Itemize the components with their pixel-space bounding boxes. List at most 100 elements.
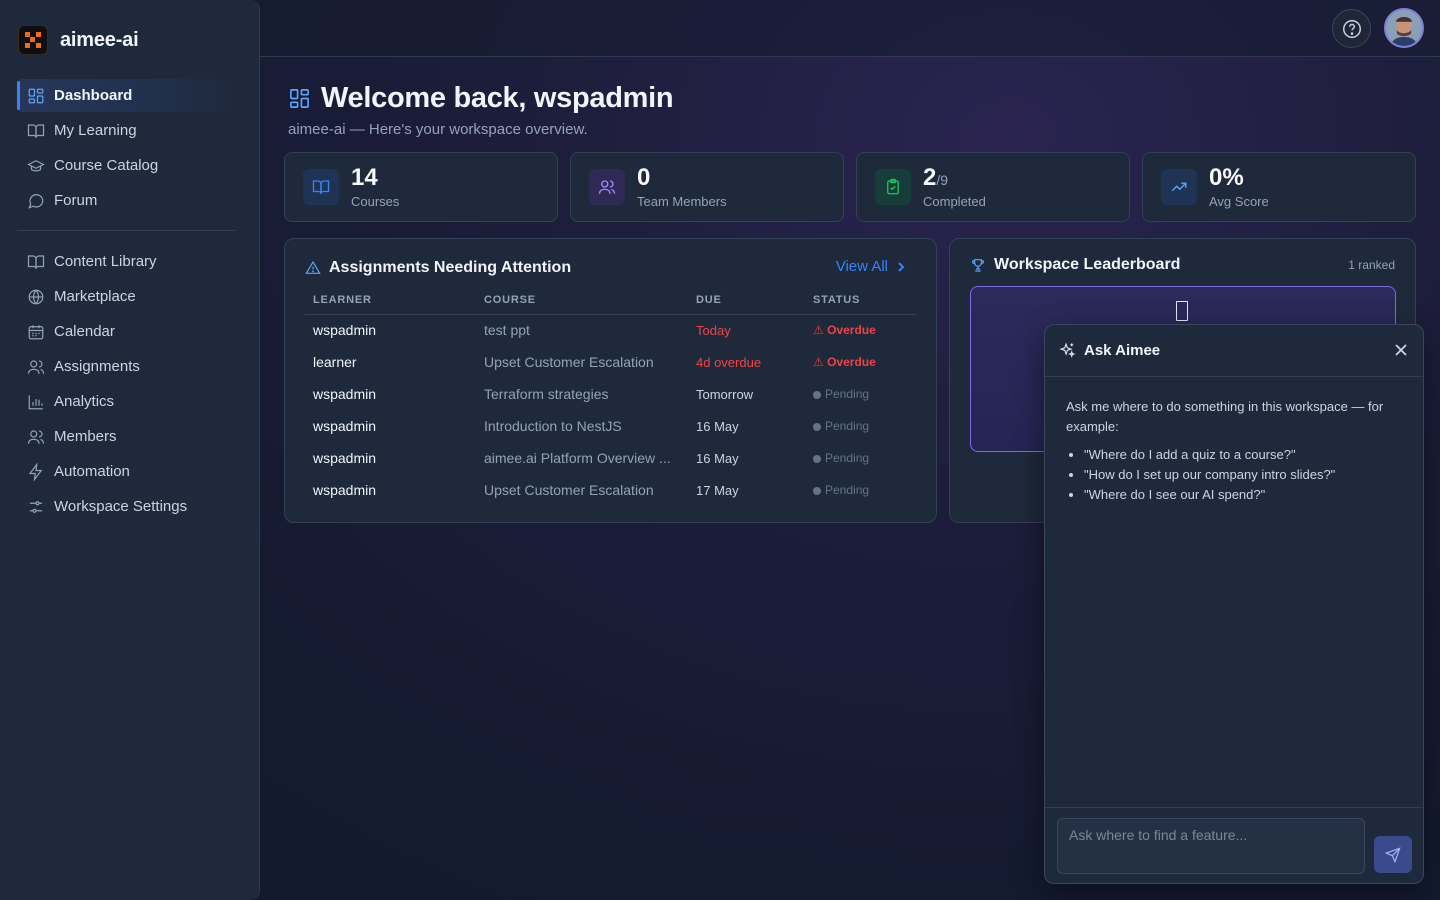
due-cell: 16 May [696,418,739,434]
example-item: "Where do I add a quiz to a course?" [1084,445,1406,465]
sidebar-item-forum[interactable]: Forum [17,184,235,217]
book-open-icon [27,123,45,138]
column-header[interactable]: STATUS [805,287,917,315]
learner-cell: wspadmin [313,450,377,466]
table-row[interactable]: wspadmin aimee.ai Platform Overview ... 16… [305,442,917,474]
page-subtitle: aimee-ai — Here's your workspace overvie… [288,121,588,138]
sidebar-item-automation[interactable]: Automation [17,455,235,488]
due-cell: Today [696,322,731,338]
ask-aimee-body: Ask me where to do something in this wor… [1066,397,1406,505]
chat-bubble-icon [28,193,44,209]
status-label: Pending [825,419,870,433]
topbar [260,0,1440,57]
table-row[interactable]: wspadmin test ppt Today ⚠ Overdue [305,314,917,346]
sidebar-item-course-catalog[interactable]: Course Catalog [17,149,235,182]
sidebar-item-calendar[interactable]: Calendar [17,315,235,348]
sidebar-item-marketplace[interactable]: Marketplace [17,280,235,313]
due-cell: 17 May [696,482,739,498]
sidebar-item-content-library[interactable]: Content Library [17,245,235,278]
brand-name: aimee-ai [60,28,139,51]
ranked-count: 1 ranked [1348,258,1395,272]
stat-label: Completed [923,194,986,209]
status-cell: Pending [805,378,917,410]
column-header[interactable]: LEARNER [305,287,476,315]
close-button[interactable] [1393,342,1409,358]
stat-value: 0% [1209,164,1244,191]
status-badge: Pending [813,451,869,465]
column-header[interactable]: DUE [688,287,805,315]
calendar-icon [28,324,44,339]
stat-icon-wrap [303,169,339,205]
globe-icon [28,288,44,305]
stats-row: 14 Courses 0 Team Members 2/9 Completed … [284,152,1416,222]
table-row[interactable]: learner Upset Customer Escalation 4d overd… [305,346,917,378]
warning-icon: ⚠ [813,323,828,338]
users-icon [598,180,616,194]
sidebar-item-label: Members [54,428,117,445]
stat-card-completed[interactable]: 2/9 Completed [856,152,1130,222]
learner-cell: wspadmin [313,482,377,498]
table-row[interactable]: wspadmin Upset Customer Escalation 17 May P… [305,474,917,506]
card-title: Assignments Needing Attention [329,259,572,276]
ask-input[interactable] [1057,818,1365,874]
status-badge: Pending [813,387,869,401]
sidebar-item-label: Analytics [54,393,115,410]
trending-up-icon [1171,182,1187,192]
example-item: "How do I set up our company intro slide… [1084,465,1406,485]
graduation-cap-icon [27,159,45,171]
status-dot-icon [813,455,821,463]
dashboard-icon [28,88,44,103]
sidebar-item-assignments[interactable]: Assignments [17,350,235,383]
ask-intro: Ask me where to do something in this wor… [1066,399,1384,434]
status-badge: ⚠ Overdue [813,355,876,369]
ask-aimee-header: Ask Aimee [1045,325,1423,377]
sidebar-item-my-learning[interactable]: My Learning [17,114,235,147]
status-dot-icon [813,423,821,431]
example-list: "Where do I add a quiz to a course?" "Ho… [1066,445,1406,505]
learner-cell: wspadmin [313,418,377,434]
dashboard-icon [290,89,309,108]
user-avatar[interactable] [1384,8,1424,48]
status-label: Pending [825,387,870,401]
status-dot-icon [813,391,821,399]
status-cell: Pending [805,442,917,474]
status-label: Overdue [827,355,876,369]
sidebar-item-label: Dashboard [54,87,133,104]
sidebar-item-members[interactable]: Members [17,420,235,453]
assignments-card: Assignments Needing Attention View All L… [284,238,937,523]
stat-icon-wrap [875,169,911,205]
course-cell: Upset Customer Escalation [484,354,654,370]
column-header[interactable]: COURSE [476,287,688,315]
brand-logo-icon [18,25,48,55]
table-row[interactable]: wspadmin Terraform strategies Tomorrow Pend… [305,378,917,410]
assignments-table: LEARNER COURSE DUE STATUS wspadmin test p… [305,287,917,506]
brand[interactable]: aimee-ai [18,25,139,55]
status-cell: Pending [805,410,917,442]
stat-card-avg-score[interactable]: 0% Avg Score [1142,152,1416,222]
status-label: Overdue [827,323,876,338]
send-button[interactable] [1374,836,1412,873]
course-cell: Introduction to NestJS [484,418,622,434]
warning-icon: ⚠ [813,355,828,369]
sidebar-divider [17,230,235,231]
status-badge: Pending [813,483,869,497]
sidebar-item-workspace-settings[interactable]: Workspace Settings [17,490,235,523]
view-all-label: View All [835,258,888,275]
sidebar-item-label: My Learning [54,122,137,139]
status-label: Pending [825,451,870,465]
page-title: Welcome back, wspadmin [321,82,674,114]
table-row[interactable]: wspadmin Introduction to NestJS 16 May Pend… [305,410,917,442]
view-all-link[interactable]: View All [836,258,906,275]
help-button[interactable] [1332,9,1371,48]
trophy-icon [971,259,985,272]
stat-label: Avg Score [1209,194,1269,209]
lightning-icon [28,462,43,481]
sidebar-item-dashboard[interactable]: Dashboard [17,79,235,112]
users-icon [27,429,45,444]
stat-card-courses[interactable]: 14 Courses [284,152,558,222]
sidebar-item-analytics[interactable]: Analytics [17,385,235,418]
book-open-icon [312,180,330,194]
stat-card-team-members[interactable]: 0 Team Members [570,152,844,222]
stat-label: Courses [351,194,400,209]
status-cell: Pending [805,474,917,506]
